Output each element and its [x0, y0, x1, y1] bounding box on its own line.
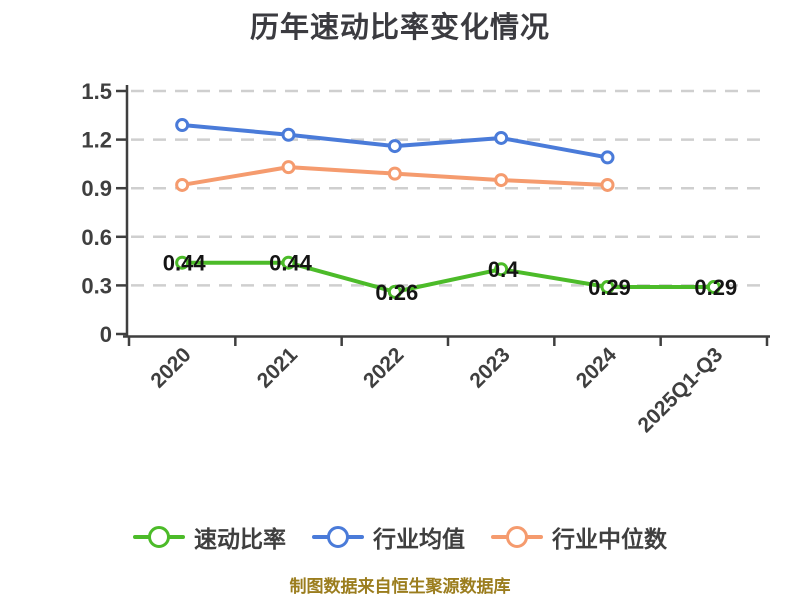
- svg-text:2025Q1-Q3: 2025Q1-Q3: [634, 343, 728, 437]
- x-tick-labels: 2020 2021 2022 2023 2024 2025Q1-Q3: [146, 343, 727, 437]
- legend-marker-quick-ratio-icon: [133, 523, 185, 551]
- svg-text:0.29: 0.29: [588, 275, 631, 300]
- y-tick-labels: 0 0.3 0.6 0.9 1.2 1.5: [81, 79, 112, 347]
- svg-text:0.4: 0.4: [488, 257, 519, 282]
- chart-title: 历年速动比率变化情况: [249, 12, 550, 44]
- svg-text:0.3: 0.3: [81, 273, 112, 298]
- svg-text:0.6: 0.6: [81, 225, 112, 250]
- series-line-industry-median: [175, 160, 615, 192]
- axes: [116, 85, 770, 346]
- legend-label-quick-ratio: 速动比率: [194, 526, 286, 552]
- legend-item-quick-ratio[interactable]: 速动比率: [133, 520, 286, 554]
- data-source-note: 制图数据来自恒生聚源数据库: [289, 577, 511, 596]
- grid-lines: [131, 89, 769, 287]
- legend-marker-industry-mean-icon: [312, 523, 364, 551]
- svg-text:0.44: 0.44: [163, 251, 207, 276]
- svg-text:2024: 2024: [572, 343, 622, 393]
- legend-label-industry-median: 行业中位数: [552, 526, 667, 552]
- point-labels-quick-ratio: 0.44 0.44 0.26 0.4 0.29 0.29: [163, 251, 737, 305]
- series-line-industry-mean: [175, 118, 615, 165]
- svg-text:2023: 2023: [465, 343, 514, 392]
- legend: 速动比率 行业均值 行业中位数: [0, 520, 800, 554]
- svg-text:0.26: 0.26: [375, 280, 418, 305]
- svg-text:0: 0: [100, 322, 112, 347]
- svg-text:1.5: 1.5: [81, 79, 112, 104]
- legend-label-industry-mean: 行业均值: [373, 526, 465, 552]
- svg-text:2021: 2021: [253, 343, 303, 393]
- svg-text:0.9: 0.9: [81, 176, 112, 201]
- svg-text:0.29: 0.29: [694, 275, 737, 300]
- legend-item-industry-median[interactable]: 行业中位数: [491, 520, 667, 554]
- series-line-quick-ratio: [175, 255, 721, 299]
- svg-text:1.2: 1.2: [81, 128, 112, 153]
- svg-text:2022: 2022: [359, 343, 408, 392]
- legend-item-industry-mean[interactable]: 行业均值: [312, 520, 465, 554]
- svg-text:2020: 2020: [146, 343, 195, 392]
- legend-marker-industry-median-icon: [491, 523, 543, 551]
- svg-text:0.44: 0.44: [269, 251, 313, 276]
